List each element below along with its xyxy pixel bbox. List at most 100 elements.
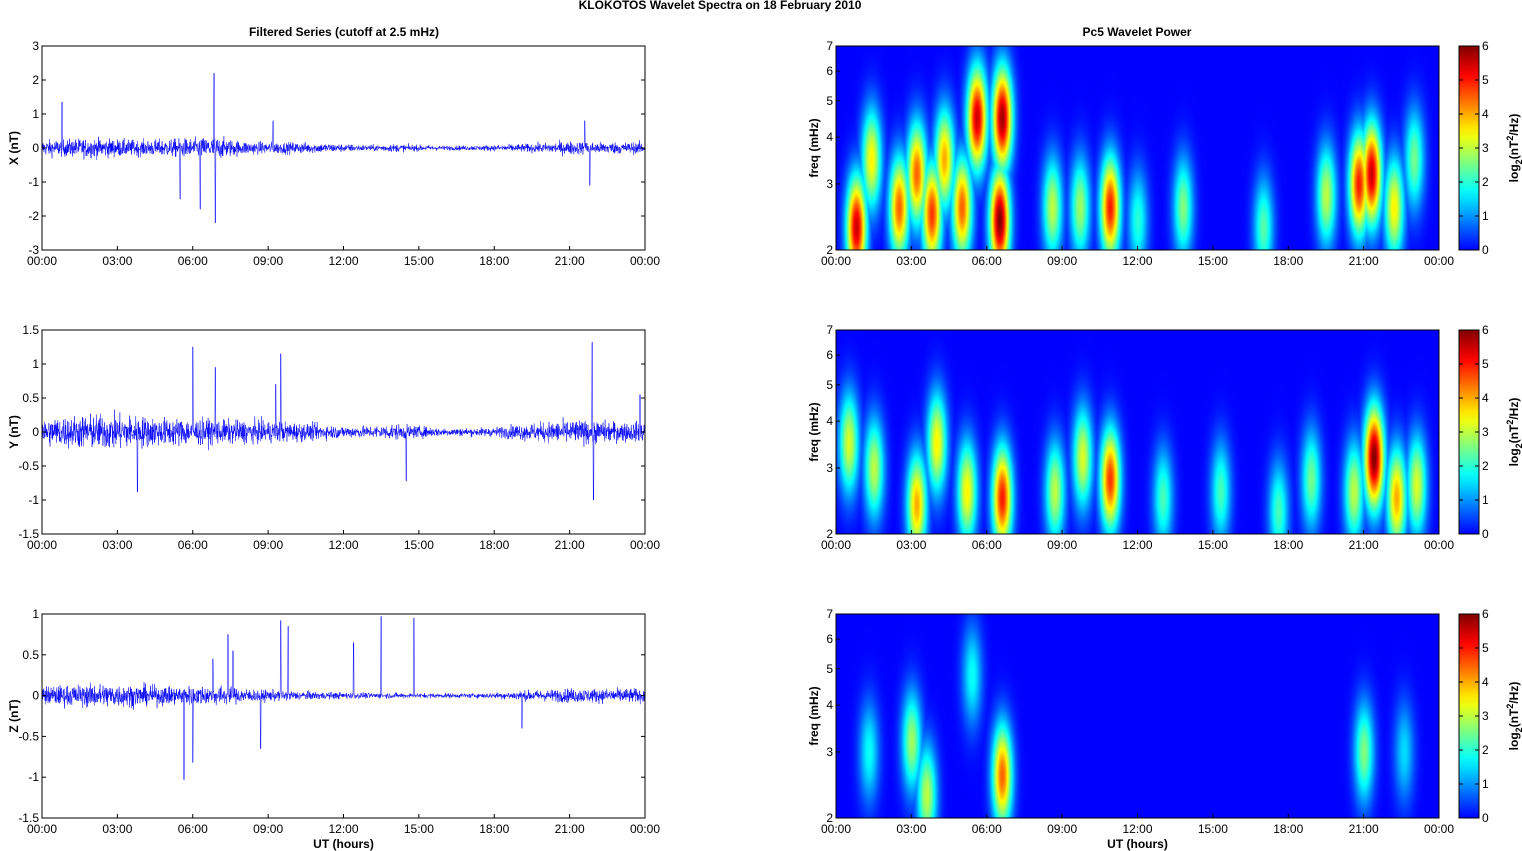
wavelet-y-ytick-label: 7 xyxy=(826,323,833,337)
wavelet-z-colorbar-tick-label: 2 xyxy=(1482,743,1489,757)
wavelet-y-ylabel: freq (mHz) xyxy=(807,402,821,461)
series-z-xtick-label: 21:00 xyxy=(555,822,585,836)
series-x-ytick-label: -2 xyxy=(28,209,39,223)
series-z-ytick-label: -0.5 xyxy=(18,729,39,743)
series-y-ytick-label: 0.5 xyxy=(22,391,39,405)
series-y-xtick-label: 06:00 xyxy=(178,538,208,552)
wavelet-z-colorbar-tick-label: 5 xyxy=(1482,641,1489,655)
wavelet-y-colorbar-tick-label: 1 xyxy=(1482,493,1489,507)
series-y-ytick-label: 1 xyxy=(32,357,39,371)
wavelet-y-xtick-label: 06:00 xyxy=(972,538,1002,552)
series-y-xtick-label: 21:00 xyxy=(555,538,585,552)
wavelet-x-xtick-label: 03:00 xyxy=(896,254,926,268)
wavelet-x-ytick-label: 4 xyxy=(826,130,833,144)
right-xlabel: UT (hours) xyxy=(1107,837,1168,851)
series-y-xtick-label: 00:00 xyxy=(27,538,57,552)
wavelet-x-colorbar-tick-label: 4 xyxy=(1482,107,1489,121)
wavelet-y-ytick-label: 3 xyxy=(826,461,833,475)
wavelet-y-xtick-label: 09:00 xyxy=(1047,538,1077,552)
wavelet-y-ytick-label: 5 xyxy=(826,378,833,392)
wavelet-z-ylabel: freq (mHz) xyxy=(807,686,821,745)
series-z-plot-area xyxy=(42,614,645,818)
series-x-xtick-label: 03:00 xyxy=(102,254,132,268)
left-column-title: Filtered Series (cutoff at 2.5 mHz) xyxy=(249,25,439,39)
wavelet-z-colorbar-tick-label: 6 xyxy=(1482,607,1489,621)
wavelet-y-colorbar-label-sub: 2 xyxy=(1514,443,1522,448)
wavelet-z-colorbar-label-base: log xyxy=(1507,732,1521,750)
series-z-xtick-label: 06:00 xyxy=(178,822,208,836)
wavelet-x-xtick-label: 12:00 xyxy=(1122,254,1152,268)
wavelet-z-xtick-label: 09:00 xyxy=(1047,822,1077,836)
series-y-line xyxy=(41,341,646,501)
wavelet-z-ytick-label: 3 xyxy=(826,745,833,759)
series-z-line xyxy=(41,616,646,780)
wavelet-z-xtick-label: 18:00 xyxy=(1273,822,1303,836)
series-z-ytick-label: 0 xyxy=(32,689,39,703)
series-y-ytick-label: -1.5 xyxy=(18,527,39,541)
series-z-xtick-label: 03:00 xyxy=(102,822,132,836)
series-x-xtick-label: 06:00 xyxy=(178,254,208,268)
series-x-ylabel: X (nT) xyxy=(7,131,21,165)
wavelet-z-colorbar-label-sup: 2 xyxy=(1505,704,1515,709)
wavelet-z-ytick-label: 2 xyxy=(826,811,833,825)
wavelet-y-colorbar-tick-label: 2 xyxy=(1482,459,1489,473)
series-x-line xyxy=(41,72,646,224)
series-x-xtick-label: 00:00 xyxy=(630,254,660,268)
wavelet-z-xtick-label: 00:00 xyxy=(821,822,851,836)
series-x-ytick-label: 0 xyxy=(32,141,39,155)
wavelet-x-colorbar-label: log2(nT2/Hz) xyxy=(1505,114,1522,183)
wavelet-z-ytick-label: 6 xyxy=(826,632,833,646)
wavelet-x-colorbar-tick-label: 2 xyxy=(1482,175,1489,189)
wavelet-z-colorbar-label-open: (nT xyxy=(1507,708,1521,727)
series-z-xtick-label: 15:00 xyxy=(404,822,434,836)
wavelet-x-colorbar-tick-label: 6 xyxy=(1482,39,1489,53)
series-y-ytick-label: -0.5 xyxy=(18,459,39,473)
wavelet-x-ytick-label: 6 xyxy=(826,64,833,78)
wavelet-y-colorbar-label-open: (nT xyxy=(1507,424,1521,443)
series-x-xtick-label: 09:00 xyxy=(253,254,283,268)
series-y-xtick-label: 15:00 xyxy=(404,538,434,552)
series-z-ytick-label: -1.5 xyxy=(18,811,39,825)
wavelet-y-xtick-label: 18:00 xyxy=(1273,538,1303,552)
series-x-ytick-label: 2 xyxy=(32,73,39,87)
right-column-title: Pc5 Wavelet Power xyxy=(1083,25,1192,39)
wavelet-z-xtick-label: 03:00 xyxy=(896,822,926,836)
series-y-ytick-label: -1 xyxy=(28,493,39,507)
series-x-ytick-label: -3 xyxy=(28,243,39,257)
wavelet-z-heatmap-image xyxy=(836,614,1439,818)
series-z-ylabel: Z (nT) xyxy=(7,699,21,732)
wavelet-y-ytick-label: 6 xyxy=(826,348,833,362)
wavelet-z-xtick-label: 06:00 xyxy=(972,822,1002,836)
wavelet-x-ytick-label: 3 xyxy=(826,177,833,191)
series-x-xtick-label: 18:00 xyxy=(479,254,509,268)
wavelet-x-ytick-label: 2 xyxy=(826,243,833,257)
wavelet-z-colorbar-tick-label: 3 xyxy=(1482,709,1489,723)
wavelet-x-colorbar-label-base: log xyxy=(1507,164,1521,182)
wavelet-x-ylabel: freq (mHz) xyxy=(807,118,821,177)
wavelet-x-ytick-label: 7 xyxy=(826,39,833,53)
series-z-ytick-label: 1 xyxy=(32,607,39,621)
wavelet-y-xtick-label: 03:00 xyxy=(896,538,926,552)
series-z-ytick-label: -1 xyxy=(28,770,39,784)
series-y-ytick-label: 0 xyxy=(32,425,39,439)
wavelet-x-xtick-label: 21:00 xyxy=(1349,254,1379,268)
series-y-ytick-label: 1.5 xyxy=(22,323,39,337)
wavelet-y-heatmap-canvas xyxy=(836,330,1439,534)
wavelet-y-xtick-label: 00:00 xyxy=(821,538,851,552)
wavelet-x-heatmap-image xyxy=(836,46,1439,250)
series-y-xtick-label: 18:00 xyxy=(479,538,509,552)
series-z-xtick-label: 00:00 xyxy=(630,822,660,836)
wavelet-y-heatmap-image xyxy=(836,330,1439,534)
series-z-xtick-label: 12:00 xyxy=(328,822,358,836)
wavelet-z-colorbar-label-close: /Hz) xyxy=(1507,682,1521,704)
wavelet-z-xtick-label: 00:00 xyxy=(1424,822,1454,836)
wavelet-y-xtick-label: 21:00 xyxy=(1349,538,1379,552)
wavelet-y-colorbar-label-close: /Hz) xyxy=(1507,398,1521,420)
wavelet-y-xtick-label: 15:00 xyxy=(1198,538,1228,552)
wavelet-x-colorbar-label-sup: 2 xyxy=(1505,136,1515,141)
wavelet-y-colorbar-tick-label: 4 xyxy=(1482,391,1489,405)
series-z-xtick-label: 09:00 xyxy=(253,822,283,836)
wavelet-z-ytick-label: 4 xyxy=(826,698,833,712)
wavelet-y-colorbar-label: log2(nT2/Hz) xyxy=(1505,398,1522,467)
wavelet-y-colorbar-label-base: log xyxy=(1507,448,1521,466)
